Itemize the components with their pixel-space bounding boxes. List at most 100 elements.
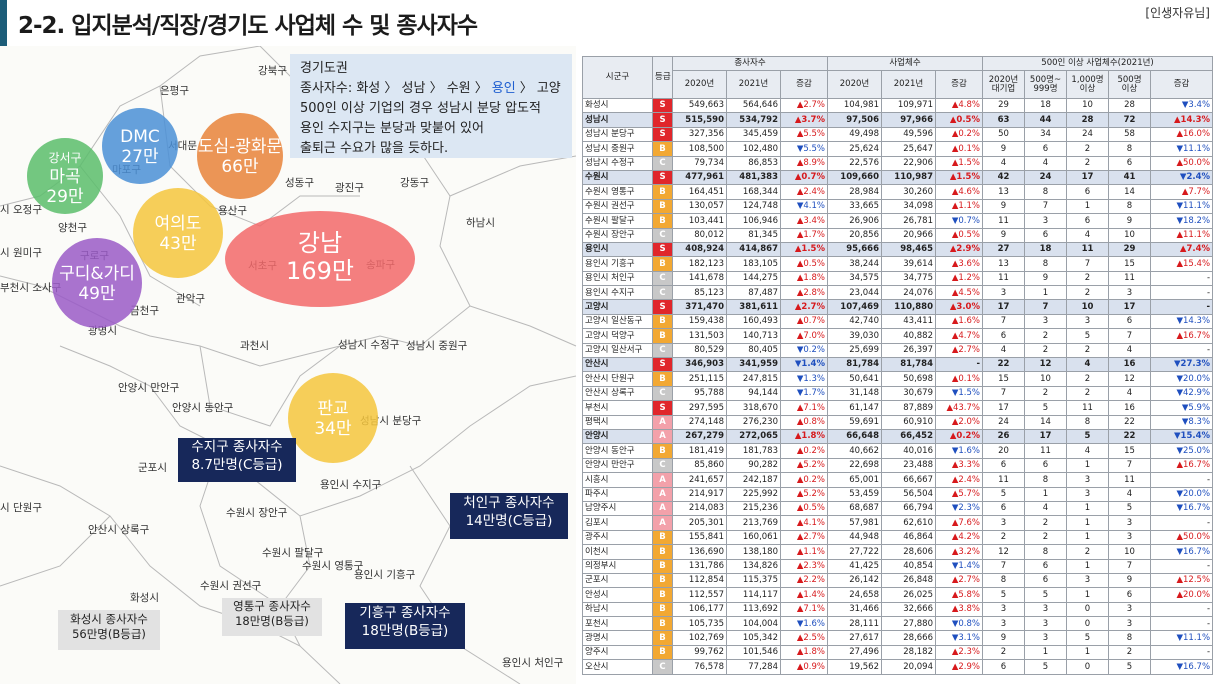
- bubble: [133, 188, 223, 278]
- table-cell: ▼1.6%: [935, 443, 983, 459]
- table-cell: ▲0.5%: [780, 500, 828, 517]
- table-cell: 8: [1066, 414, 1109, 430]
- table-cell: 14: [1024, 414, 1067, 430]
- table-cell: 140,713: [726, 328, 781, 344]
- callout-box: [58, 610, 160, 650]
- column-header: 500명~ 999명: [1024, 70, 1067, 99]
- table-cell: 25,624: [827, 141, 882, 157]
- table-cell: 26,906: [827, 213, 882, 229]
- table-cell: 60,910: [881, 414, 936, 430]
- bubble-label: 강서구: [48, 151, 81, 165]
- table-cell: 66,452: [881, 428, 936, 445]
- table-row: 포천시 B 105,735 104,004 ▼1.6% 28,111 27,880 ▼0.8%…: [582, 616, 1214, 632]
- callouts: 수지구 종사자수 8.7만명(C등급) 처인구 종사자수 14만명(C등급) 기흥구 종…: [58, 438, 568, 650]
- table-cell: 98,465: [881, 241, 936, 258]
- callout-text: 영통구 종사자수: [233, 599, 311, 613]
- table-cell: 40,854: [881, 558, 936, 574]
- table-cell: ▲5.8%: [935, 587, 983, 603]
- table-cell: 66,667: [881, 472, 936, 488]
- table-cell: 남양주시: [582, 500, 653, 517]
- table-cell: 39,030: [827, 328, 882, 344]
- district-label: 시 원미구: [0, 247, 42, 259]
- table-cell: 42: [982, 169, 1025, 186]
- column-header-line: 999명: [1033, 83, 1058, 94]
- table-cell: -: [1149, 299, 1214, 315]
- table-cell: 138,180: [726, 544, 781, 560]
- table-cell: 4: [1108, 486, 1151, 502]
- table-cell: 11: [1066, 400, 1109, 416]
- table-cell: 수원시 권선구: [582, 198, 653, 215]
- table-cell: 87,889: [881, 400, 936, 416]
- table-cell: 4: [1108, 385, 1151, 402]
- table-cell: 7: [982, 385, 1025, 402]
- table-cell: ▲2.7%: [935, 342, 983, 359]
- group-header: 사업체수: [827, 56, 983, 71]
- table-cell: ▲3.0%: [935, 299, 983, 315]
- table-cell: 2: [1066, 270, 1109, 287]
- table-cell: 28,666: [881, 630, 936, 646]
- column-header: 증감: [935, 70, 983, 99]
- table-cell: ▲1.7%: [780, 227, 828, 243]
- table-cell: ▲7.0%: [780, 328, 828, 344]
- table-cell: 26,848: [881, 572, 936, 589]
- bubble: [225, 211, 415, 307]
- table-cell: ▲0.2%: [935, 126, 983, 143]
- info-heading: 경기도권: [300, 61, 348, 76]
- table-row: 성남시 수정구 C 79,734 86,853 ▲8.9% 22,576 22,906 ▲1.…: [582, 155, 1214, 171]
- table-cell: 85,123: [672, 285, 727, 301]
- table-cell: 72: [1108, 112, 1151, 128]
- table-cell: 24: [1066, 126, 1109, 143]
- header-row: 2020년 2021년 증감 2020년 2021년 증감 2020년 대기업 500명~ 999…: [583, 70, 1214, 99]
- table-cell: ▼5.5%: [780, 141, 828, 157]
- table-row: 용인시 S 408,924 414,867 ▲1.5% 95,666 98,465 ▲2.9%…: [582, 241, 1214, 258]
- table-cell: 99,762: [672, 644, 727, 661]
- table-cell: 40,662: [827, 443, 882, 459]
- column-header: 500명 이상: [1108, 70, 1151, 99]
- table-cell: 수원시 팔달구: [582, 213, 653, 229]
- table-cell: 2: [1024, 515, 1067, 531]
- table-cell: 13: [982, 256, 1025, 272]
- table-cell: 371,470: [672, 299, 727, 315]
- table-cell: 9: [1108, 572, 1151, 589]
- district-label: 광명시: [88, 325, 117, 337]
- district-label: 시 단원구: [0, 502, 42, 514]
- table-cell: 오산시: [582, 659, 653, 675]
- table-cell: 20,966: [881, 227, 936, 243]
- district-label: 군포시: [138, 462, 167, 474]
- table-cell: 2: [1066, 285, 1109, 301]
- table-cell: ▲7.4%: [1149, 241, 1214, 258]
- district-label: 용산구: [218, 205, 247, 217]
- table-cell: 57,981: [827, 515, 882, 531]
- table-cell: ▼0.2%: [780, 342, 828, 359]
- table-cell: 3: [982, 285, 1025, 301]
- table-cell: ▲1.1%: [935, 198, 983, 215]
- table-cell: 77,284: [726, 659, 781, 675]
- table-cell: 안산시 상록구: [582, 385, 653, 402]
- table-cell: 1: [1066, 500, 1109, 517]
- table-cell: 8: [1024, 256, 1067, 272]
- table-cell: 59,691: [827, 414, 882, 430]
- table-cell: 34,575: [827, 270, 882, 287]
- table-cell: 8: [1024, 184, 1067, 200]
- table-cell: 22,906: [881, 155, 936, 171]
- table-cell: ▲4.2%: [935, 529, 983, 546]
- table-cell: 481,383: [726, 169, 781, 186]
- table-cell: ▼11.1%: [1149, 630, 1214, 646]
- bubble-label: 29만: [46, 187, 84, 207]
- table-cell: 8: [1024, 472, 1067, 488]
- table-cell: 22: [1108, 414, 1151, 430]
- table-cell: 2: [1066, 385, 1109, 402]
- table-cell: S: [652, 126, 673, 143]
- table-cell: 108,500: [672, 141, 727, 157]
- table-cell: 3: [1108, 285, 1151, 301]
- table-cell: 안산시: [582, 357, 653, 373]
- table-cell: -: [1149, 270, 1214, 287]
- table-cell: ▲43.7%: [935, 400, 983, 416]
- table-cell: ▲0.8%: [780, 414, 828, 430]
- table-cell: 22: [982, 357, 1025, 373]
- table-cell: 81,345: [726, 227, 781, 243]
- author: [인생자유님]: [1145, 6, 1210, 20]
- table-cell: 104,004: [726, 616, 781, 632]
- table-cell: S: [652, 169, 673, 186]
- table-cell: 20,856: [827, 227, 882, 243]
